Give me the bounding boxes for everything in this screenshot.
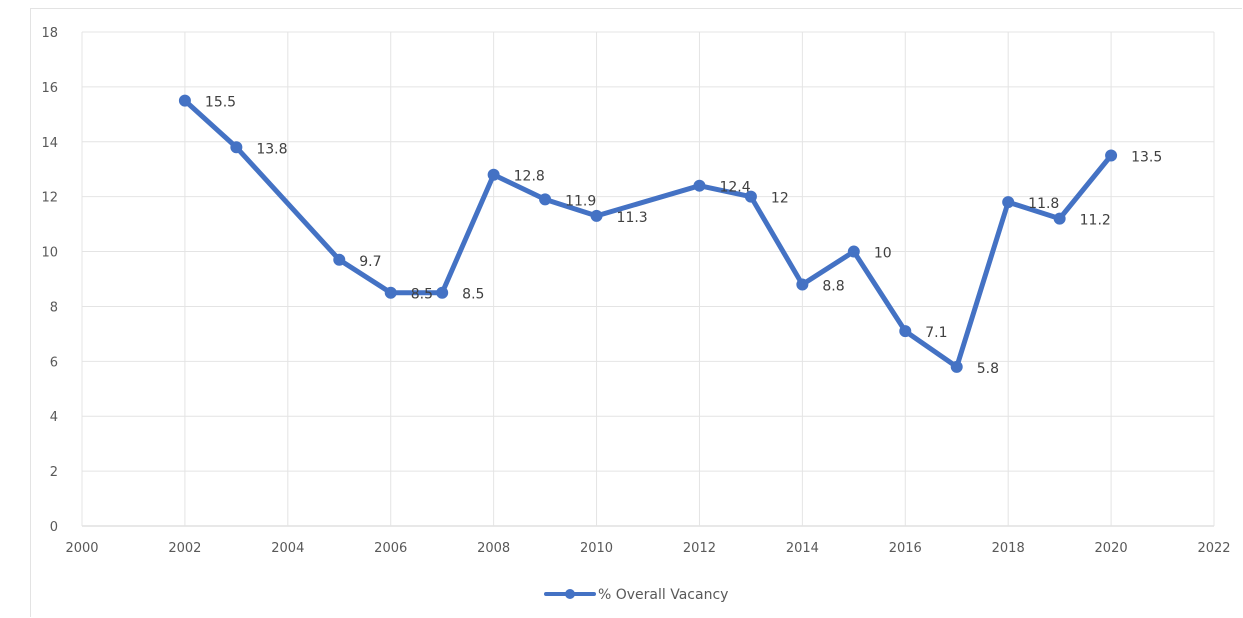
data-point xyxy=(1105,149,1118,162)
x-tick-label: 2014 xyxy=(786,541,819,556)
x-tick-label: 2004 xyxy=(271,541,304,556)
y-tick-label: 4 xyxy=(50,410,58,425)
data-label: 8.5 xyxy=(411,287,433,303)
data-label: 5.8 xyxy=(977,361,999,377)
data-label: 11.9 xyxy=(565,193,596,209)
x-tick-label: 2012 xyxy=(683,541,716,556)
x-tick-label: 2010 xyxy=(580,541,613,556)
data-point xyxy=(744,190,757,203)
data-point xyxy=(590,209,603,222)
legend: % Overall Vacancy xyxy=(544,587,728,603)
legend-marker-icon xyxy=(565,589,575,599)
axes: 0 2 4 6 8 10 12 14 16 18 2000 2002 2004 2006 2008 2010 2… xyxy=(41,26,1230,556)
y-tick-label: 16 xyxy=(41,81,58,96)
x-tick-label: 2000 xyxy=(65,541,98,556)
y-tick-label: 10 xyxy=(41,246,58,261)
y-tick-label: 8 xyxy=(50,300,58,315)
data-label: 13.5 xyxy=(1131,150,1162,166)
x-tick-label: 2022 xyxy=(1197,541,1230,556)
data-label: 8.5 xyxy=(462,287,484,303)
data-label: 11.3 xyxy=(617,210,648,226)
data-label: 12 xyxy=(771,191,789,207)
data-label: 13.8 xyxy=(256,141,287,157)
data-point xyxy=(847,245,860,258)
x-tick-label: 2002 xyxy=(168,541,201,556)
data-label: 9.7 xyxy=(359,254,381,270)
x-tick-label: 2016 xyxy=(889,541,922,556)
data-point xyxy=(178,94,191,107)
series-vacancy xyxy=(178,94,1118,373)
chart-frame xyxy=(30,8,1242,617)
data-label: 15.5 xyxy=(205,95,236,111)
data-point xyxy=(539,193,552,206)
data-label: 8.8 xyxy=(822,278,844,294)
data-point xyxy=(950,360,963,373)
y-tick-label: 0 xyxy=(50,520,58,535)
data-point xyxy=(1053,212,1066,225)
y-tick-label: 6 xyxy=(50,355,58,370)
data-label: 12.8 xyxy=(514,169,545,185)
y-tick-label: 12 xyxy=(41,191,58,206)
legend-label: % Overall Vacancy xyxy=(598,587,728,603)
x-tick-label: 2008 xyxy=(477,541,510,556)
data-point xyxy=(796,278,809,291)
data-label: 11.8 xyxy=(1028,196,1059,212)
x-tick-label: 2006 xyxy=(374,541,407,556)
data-point xyxy=(333,253,346,266)
data-labels: 15.5 13.8 9.7 8.5 8.5 12.8 11.9 11.3 12.4 12 8.8 10… xyxy=(205,95,1162,377)
data-point xyxy=(1002,196,1015,209)
data-point xyxy=(230,141,243,154)
data-label: 10 xyxy=(874,246,892,262)
y-tick-label: 14 xyxy=(41,136,58,151)
y-tick-label: 2 xyxy=(50,465,58,480)
data-point xyxy=(899,325,912,338)
data-label: 12.4 xyxy=(719,180,750,196)
gridlines xyxy=(81,31,1215,527)
y-tick-label: 18 xyxy=(41,26,58,41)
data-point xyxy=(436,286,449,299)
data-point xyxy=(487,168,500,181)
data-label: 11.2 xyxy=(1080,213,1111,229)
series-line xyxy=(182,98,1114,370)
data-point xyxy=(384,286,397,299)
data-point xyxy=(693,179,706,192)
x-tick-label: 2018 xyxy=(992,541,1025,556)
x-tick-label: 2020 xyxy=(1095,541,1128,556)
data-label: 7.1 xyxy=(925,325,947,341)
